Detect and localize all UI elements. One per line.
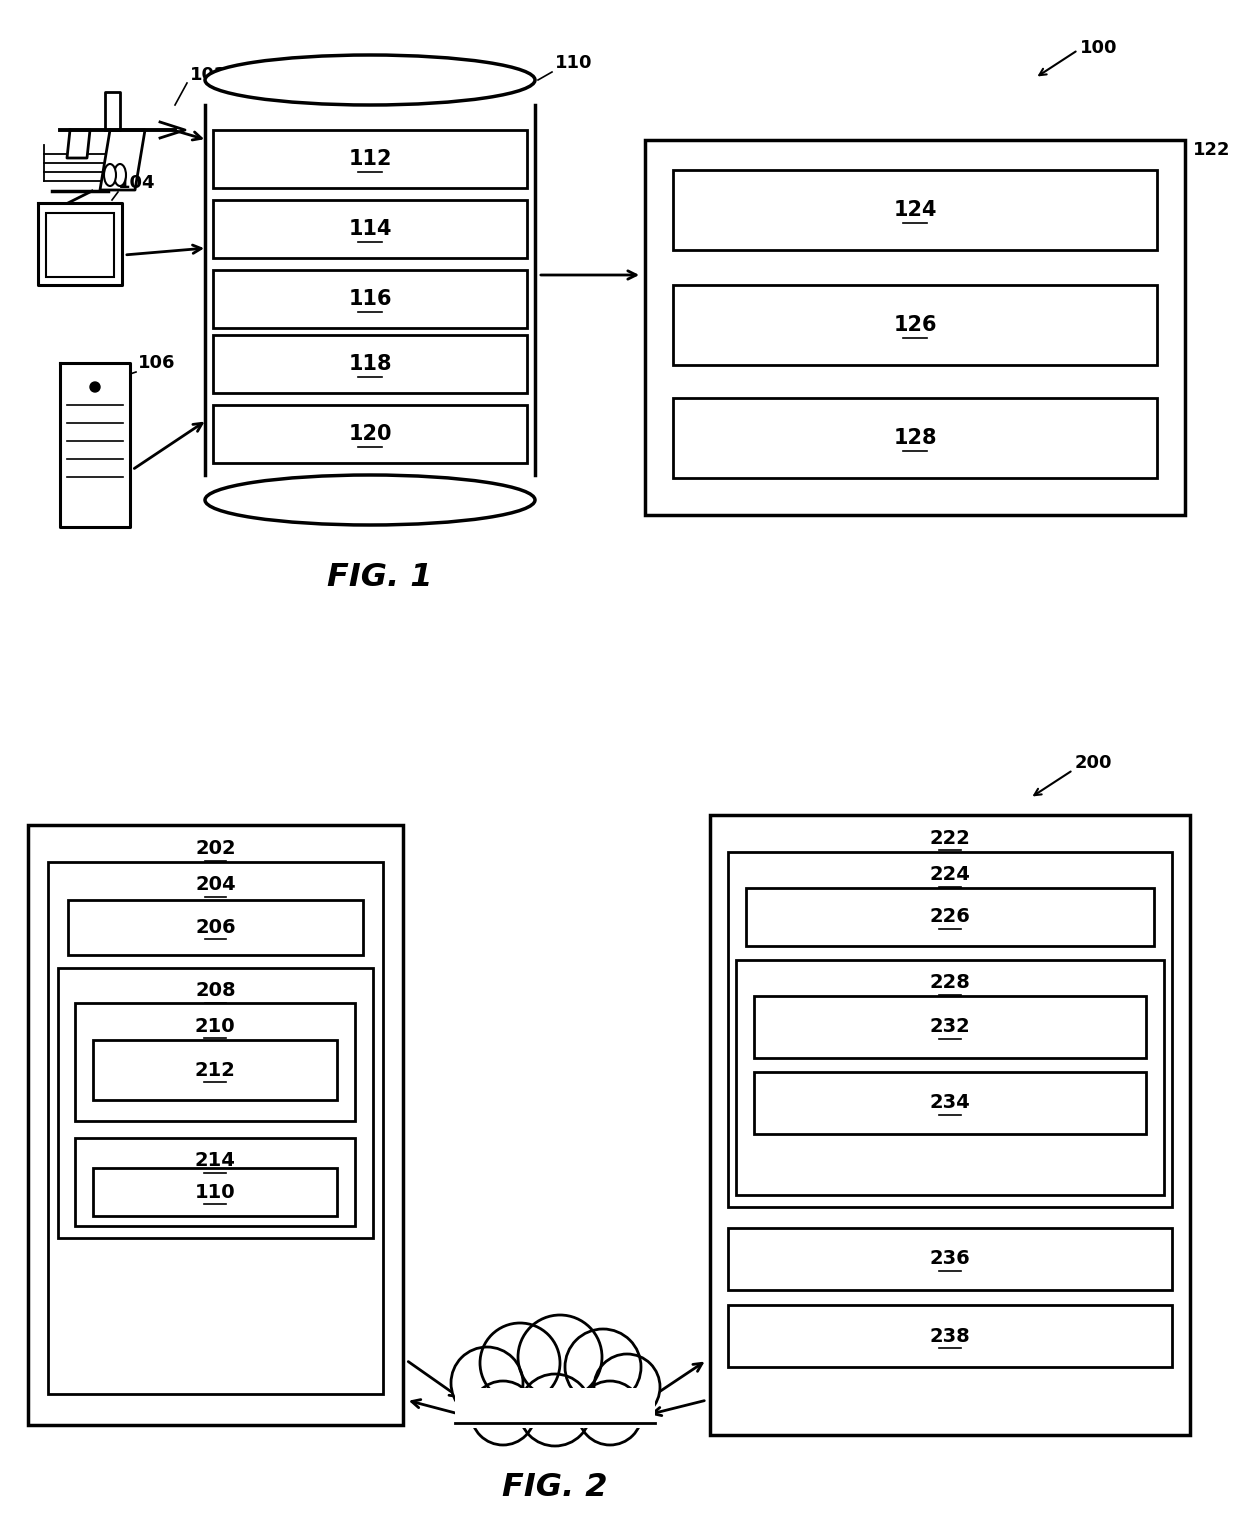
Bar [746, 888, 1154, 946]
Bar [711, 815, 1190, 1434]
Text: 202: 202 [195, 840, 236, 858]
Bar [645, 140, 1185, 516]
Text: 224: 224 [930, 865, 971, 885]
Text: 208: 208 [195, 981, 236, 1001]
Text: 122: 122 [1193, 141, 1230, 160]
Text: 204: 204 [195, 876, 236, 894]
Bar [46, 213, 114, 277]
Ellipse shape [205, 55, 534, 105]
Bar [213, 405, 527, 462]
Text: 128: 128 [893, 427, 936, 449]
Bar [737, 960, 1164, 1196]
Text: 240: 240 [534, 1404, 575, 1422]
Text: 200: 200 [1075, 754, 1112, 773]
Text: 112: 112 [348, 149, 392, 169]
Text: 236: 236 [930, 1249, 971, 1269]
Bar [93, 1040, 337, 1100]
Bar [74, 1002, 355, 1121]
Polygon shape [160, 122, 185, 138]
Text: FIG. 2: FIG. 2 [502, 1472, 608, 1503]
Bar [728, 852, 1172, 1208]
Circle shape [451, 1348, 523, 1419]
Circle shape [471, 1381, 534, 1445]
Circle shape [518, 1316, 601, 1399]
Bar [455, 1389, 655, 1428]
Text: 214: 214 [195, 1151, 236, 1171]
Text: 116: 116 [348, 289, 392, 309]
Text: 234: 234 [930, 1094, 971, 1112]
Text: 110: 110 [195, 1182, 236, 1202]
Polygon shape [100, 129, 145, 190]
Text: 102: 102 [190, 65, 227, 84]
Bar [673, 399, 1157, 478]
Ellipse shape [104, 164, 117, 186]
Bar [754, 1072, 1146, 1135]
Text: 114: 114 [348, 219, 392, 239]
Text: 126: 126 [893, 315, 936, 335]
Bar [754, 996, 1146, 1059]
Bar [213, 129, 527, 189]
Bar [673, 170, 1157, 249]
Bar [205, 105, 534, 475]
Text: 100: 100 [1080, 40, 1117, 56]
Bar [93, 1168, 337, 1215]
Circle shape [520, 1373, 591, 1446]
Text: 106: 106 [138, 354, 176, 373]
Text: 226: 226 [930, 908, 971, 926]
Bar [58, 967, 373, 1238]
Bar [213, 335, 527, 392]
Bar [48, 862, 383, 1395]
Circle shape [594, 1354, 660, 1421]
Text: 120: 120 [348, 424, 392, 444]
Bar [673, 284, 1157, 365]
Circle shape [91, 382, 100, 392]
Text: 222: 222 [930, 829, 971, 847]
Polygon shape [105, 91, 120, 129]
Bar [213, 271, 527, 329]
Ellipse shape [114, 164, 126, 186]
Bar [728, 1305, 1172, 1367]
Bar [68, 900, 363, 955]
Circle shape [480, 1323, 560, 1402]
Text: 124: 124 [893, 199, 936, 221]
Bar [29, 824, 403, 1425]
Circle shape [578, 1381, 642, 1445]
Circle shape [565, 1329, 641, 1405]
Text: 212: 212 [195, 1060, 236, 1080]
Text: 206: 206 [195, 919, 236, 937]
Text: 104: 104 [118, 173, 155, 192]
Text: 118: 118 [348, 354, 392, 374]
Text: 232: 232 [930, 1018, 971, 1036]
Text: FIG. 1: FIG. 1 [327, 563, 433, 593]
Text: 210: 210 [195, 1016, 236, 1036]
Bar [74, 1138, 355, 1226]
Text: 110: 110 [556, 55, 593, 71]
Polygon shape [67, 129, 91, 158]
Text: 228: 228 [930, 973, 971, 993]
Ellipse shape [205, 475, 534, 525]
Bar [728, 1227, 1172, 1290]
Bar [213, 199, 527, 259]
Text: 238: 238 [930, 1326, 971, 1346]
